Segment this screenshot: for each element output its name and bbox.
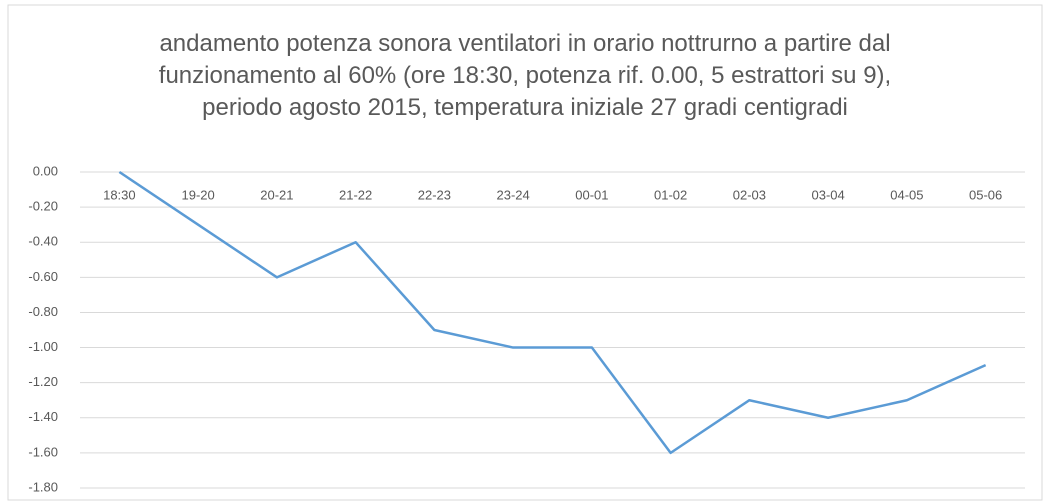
y-tick-label: -0.60 (28, 269, 58, 284)
y-tick-label: -0.20 (28, 199, 58, 214)
x-tick-label: 00-01 (575, 187, 608, 202)
y-tick-label: -1.20 (28, 374, 58, 389)
chart-border (7, 4, 1043, 501)
x-tick-label: 04-05 (890, 187, 923, 202)
y-tick-label: -1.00 (28, 339, 58, 354)
x-tick-label: 03-04 (812, 187, 845, 202)
y-tick-label: -1.60 (28, 444, 58, 459)
x-tick-label: 23-24 (497, 187, 530, 202)
chart-title: andamento potenza sonora ventilatori in … (158, 30, 892, 121)
y-tick-label: -1.40 (28, 409, 58, 424)
y-tick-label: -0.80 (28, 304, 58, 319)
x-tick-label: 21-22 (339, 187, 372, 202)
y-tick-label: -1.80 (28, 479, 58, 494)
data-line (118, 170, 987, 455)
x-tick-label: 18:30 (103, 187, 136, 202)
x-tick-label: 05-06 (969, 187, 1002, 202)
x-tick-label: 20-21 (260, 187, 293, 202)
x-tick-label: 19-20 (182, 187, 215, 202)
y-tick-label: -0.40 (28, 234, 58, 249)
x-tick-label: 01-02 (654, 187, 687, 202)
x-tick-label: 22-23 (418, 187, 451, 202)
y-tick-label: 0.00 (33, 163, 58, 178)
x-tick-label: 02-03 (733, 187, 766, 202)
